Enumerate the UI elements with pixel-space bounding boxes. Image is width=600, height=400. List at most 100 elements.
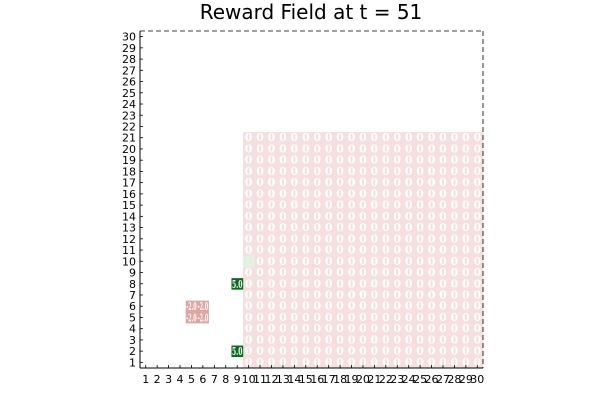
field-cell-mark: 0 xyxy=(359,165,367,178)
field-cell xyxy=(300,221,312,234)
field-cell xyxy=(322,345,335,358)
field-cell xyxy=(391,323,404,335)
field-cell xyxy=(368,345,381,358)
field-cell xyxy=(322,323,335,335)
heatmap-cell-hot xyxy=(231,278,244,290)
field-cell xyxy=(300,132,312,144)
field-cell xyxy=(254,266,267,279)
field-cell-mark: 0 xyxy=(325,210,333,223)
field-cell xyxy=(288,154,301,167)
field-cell-mark: 0 xyxy=(256,199,264,212)
field-cell xyxy=(345,334,358,346)
field-cell-mark: 0 xyxy=(416,232,424,245)
field-cell xyxy=(288,233,301,245)
field-cell-mark: 0 xyxy=(256,333,264,346)
field-cell-mark: 0 xyxy=(416,266,424,279)
field-cell-mark: 0 xyxy=(291,221,299,234)
field-cell xyxy=(242,278,255,290)
field-cell xyxy=(402,334,415,346)
field-cell xyxy=(288,188,301,200)
field-cell xyxy=(391,154,404,167)
field-cell xyxy=(448,132,461,144)
field-cell xyxy=(334,233,347,245)
field-cell-mark: 0 xyxy=(416,142,424,155)
y-tick-label: 16 xyxy=(122,188,136,201)
field-cell xyxy=(414,177,427,189)
field-cell-mark: 0 xyxy=(462,187,470,200)
field-cell-mark: 0 xyxy=(256,345,264,358)
field-cell xyxy=(242,199,255,212)
field-cell-mark: 0 xyxy=(291,187,299,200)
field-cell xyxy=(448,334,461,346)
field-cell xyxy=(368,221,381,234)
field-cell xyxy=(334,345,347,358)
field-cell-mark: 0 xyxy=(359,154,367,167)
field-cell-mark: 0 xyxy=(325,154,333,167)
field-cell-mark: 0 xyxy=(359,311,367,324)
y-tick-label: 10 xyxy=(122,255,136,268)
field-cell-mark: 0 xyxy=(473,266,481,279)
field-cell-mark: 0 xyxy=(325,131,333,144)
field-cell-mark: 0 xyxy=(302,333,310,346)
field-cell xyxy=(345,300,358,313)
field-cell-mark: 0 xyxy=(325,142,333,155)
field-cell xyxy=(277,244,289,256)
field-cell-mark: 0 xyxy=(393,333,401,346)
field-cell-mark: 0 xyxy=(336,142,344,155)
field-cell xyxy=(448,210,461,223)
field-cell xyxy=(345,143,358,155)
field-cell-mark: 0 xyxy=(348,244,356,257)
field-cell xyxy=(345,132,358,144)
field-cell xyxy=(448,177,461,189)
field-cell xyxy=(242,244,255,256)
field-cell-mark: 0 xyxy=(268,131,276,144)
field-cell xyxy=(254,177,267,189)
field-cell-mark: 0 xyxy=(405,199,413,212)
field-cell-mark: 0 xyxy=(439,322,447,335)
y-tick-label: 27 xyxy=(122,64,136,77)
x-tick-label: 15 xyxy=(299,373,313,386)
field-cell xyxy=(368,323,381,335)
y-tick-label: 18 xyxy=(122,165,136,178)
field-cell-mark: 0 xyxy=(325,322,333,335)
field-cell xyxy=(311,266,324,279)
field-cell xyxy=(414,221,427,234)
field-cell xyxy=(334,132,347,144)
field-cell-mark: 0 xyxy=(439,131,447,144)
field-cell xyxy=(265,165,278,178)
field-cell-mark: 0 xyxy=(371,266,379,279)
field-cell xyxy=(471,132,484,144)
field-cell xyxy=(242,289,255,301)
field-cell xyxy=(265,188,278,200)
field-cell xyxy=(242,311,255,324)
cell-value-label: 5.0 xyxy=(232,278,243,291)
field-cell xyxy=(460,300,472,313)
field-cell-mark: 0 xyxy=(279,300,287,313)
field-cell-mark: 0 xyxy=(382,288,390,301)
cell-value-label: -2.0 xyxy=(198,300,209,313)
field-cell-mark: 0 xyxy=(416,154,424,167)
field-cell xyxy=(345,255,358,268)
field-cell-mark: 0 xyxy=(382,345,390,358)
x-tick-label: 25 xyxy=(413,373,427,386)
field-cell-mark: 0 xyxy=(416,345,424,358)
field-cell-mark: 0 xyxy=(359,300,367,313)
field-cell-mark: 0 xyxy=(462,165,470,178)
field-cell-mark: 0 xyxy=(279,333,287,346)
field-cell-mark: 0 xyxy=(462,221,470,234)
field-cell xyxy=(448,165,461,178)
field-cell xyxy=(425,165,438,178)
field-cell-mark: 0 xyxy=(359,277,367,290)
field-cell xyxy=(460,199,472,212)
field-cell xyxy=(357,177,369,189)
field-cell xyxy=(265,311,278,324)
x-tick-label: 20 xyxy=(356,373,370,386)
field-cell xyxy=(265,266,278,279)
field-cell xyxy=(277,132,289,144)
field-cell-mark: 0 xyxy=(462,232,470,245)
field-cell xyxy=(277,255,289,268)
field-cell-mark: 0 xyxy=(473,300,481,313)
field-cell xyxy=(460,278,472,290)
field-cell xyxy=(334,289,347,301)
